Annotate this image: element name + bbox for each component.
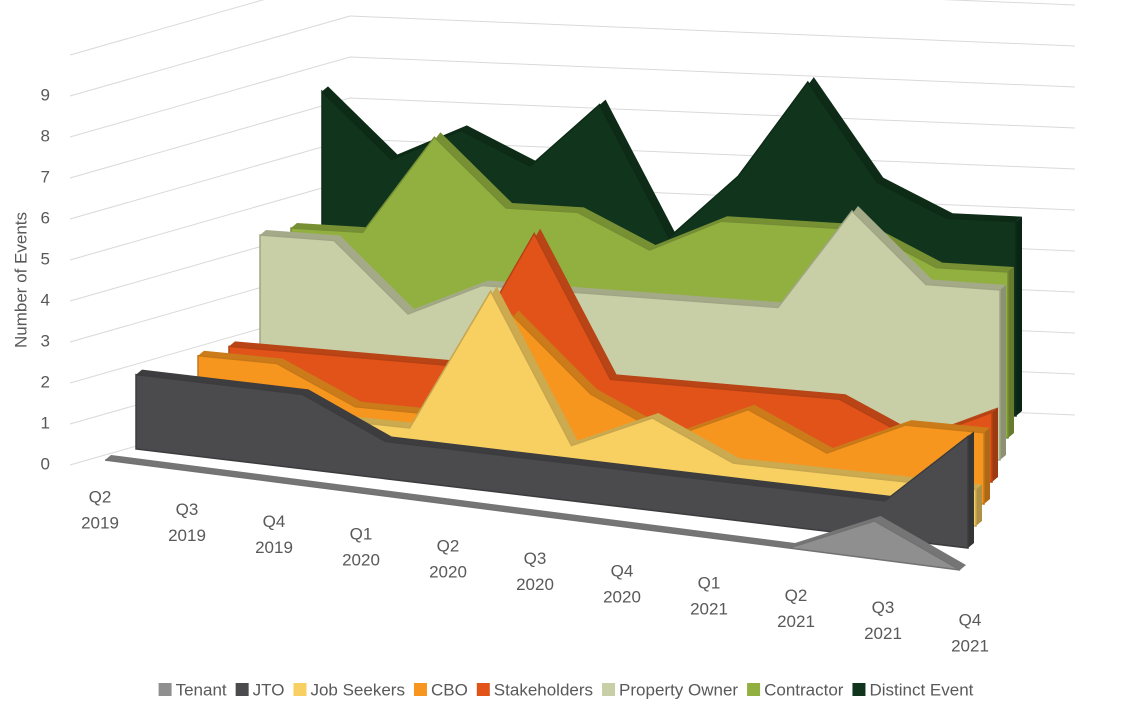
x-tick-label: Q3 — [176, 500, 199, 519]
area-side — [968, 431, 974, 548]
legend-label: Job Seekers — [310, 680, 405, 699]
legend-label: CBO — [431, 680, 468, 699]
x-tick-label: 2019 — [81, 513, 119, 532]
x-tick-label: Q3 — [524, 549, 547, 568]
grid-line — [69, 0, 1076, 56]
y-tick-label: 9 — [41, 85, 50, 104]
y-tick-label: 1 — [41, 413, 50, 432]
grid-line — [69, 15, 1076, 97]
legend-swatch — [747, 683, 761, 696]
area-side — [1000, 285, 1006, 460]
legend-swatch — [852, 683, 866, 696]
area-side — [1008, 267, 1014, 438]
x-tick-label: Q2 — [437, 537, 460, 556]
x-tick-label: Q1 — [350, 524, 373, 543]
area-side — [1016, 216, 1022, 416]
x-tick-label: Q4 — [263, 512, 286, 531]
x-tick-label: 2020 — [429, 563, 467, 582]
legend-label: Property Owner — [619, 680, 738, 699]
legend-swatch — [476, 683, 490, 696]
legend-swatch — [158, 683, 172, 696]
area-ridge — [291, 132, 1014, 272]
legend-label: JTO — [253, 680, 285, 699]
x-tick-label: 2019 — [255, 538, 293, 557]
x-tick-label: 2019 — [168, 526, 206, 545]
x-tick-label: Q4 — [959, 610, 982, 629]
x-tick-label: 2021 — [690, 600, 728, 619]
area-ridge — [260, 206, 1006, 314]
y-tick-label: 5 — [41, 249, 50, 268]
y-tick-label: 8 — [41, 126, 50, 145]
y-tick-label: 3 — [41, 331, 50, 350]
x-tick-label: 2020 — [603, 587, 641, 606]
x-tick-label: Q2 — [89, 487, 112, 506]
area-ridge — [136, 369, 974, 501]
legend-label: Contractor — [764, 680, 844, 699]
area — [104, 459, 961, 571]
x-tick-label: Q4 — [611, 561, 634, 580]
y-tick-label: 6 — [41, 208, 50, 227]
x-tick-label: Q3 — [872, 598, 895, 617]
x-tick-label: Q1 — [698, 574, 721, 593]
area-side — [976, 484, 982, 526]
y-tick-label: 2 — [41, 372, 50, 391]
legend-swatch — [235, 683, 249, 696]
legend-label: Distinct Event — [869, 680, 973, 699]
legend-swatch — [602, 683, 616, 696]
area-ridge — [105, 455, 966, 570]
y-tick-label: 0 — [41, 454, 50, 473]
legend-swatch — [293, 683, 307, 696]
y-tick-label: 7 — [41, 167, 50, 186]
x-tick-label: Q2 — [785, 586, 808, 605]
x-tick-label: 2020 — [516, 575, 554, 594]
area — [135, 373, 969, 549]
x-tick-label: 2020 — [342, 550, 380, 569]
legend-label: Tenant — [176, 680, 227, 699]
area-side — [984, 427, 990, 504]
y-axis-label: Number of Events — [11, 212, 30, 348]
x-tick-label: 2021 — [777, 612, 815, 631]
x-tick-label: 2021 — [864, 624, 902, 643]
legend: Tenant JTO Job Seekers CBO Stakeholders Prope… — [158, 680, 974, 699]
area-side — [992, 407, 998, 482]
legend-swatch — [413, 683, 427, 696]
legend-label: Stakeholders — [494, 680, 593, 699]
grid-line — [69, 56, 1076, 138]
y-tick-label: 4 — [41, 290, 50, 309]
x-tick-label: 2021 — [951, 636, 989, 655]
